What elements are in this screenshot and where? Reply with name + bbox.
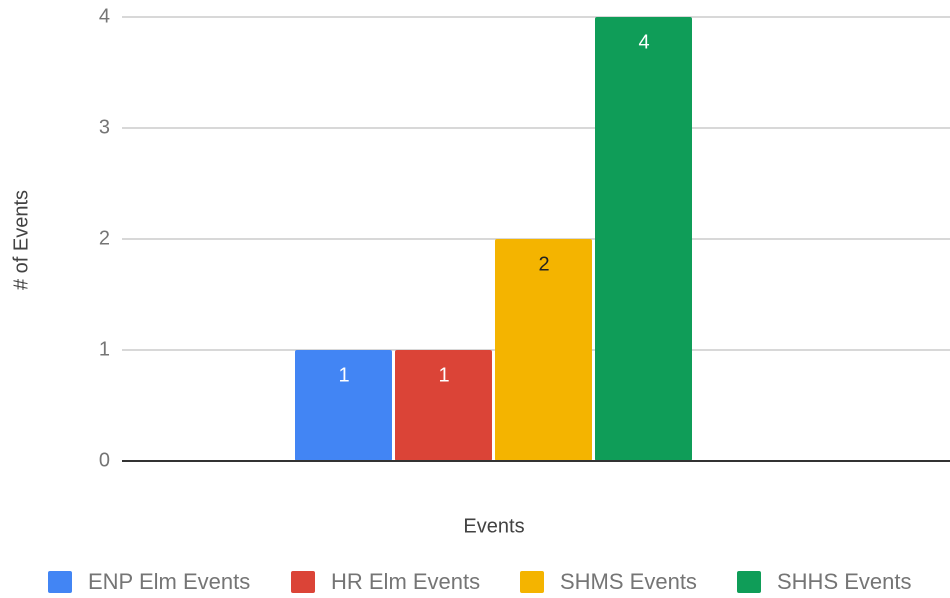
legend-swatch [520, 571, 544, 593]
bar [395, 350, 492, 461]
bar [295, 350, 392, 461]
y-axis-label: # of Events [10, 190, 32, 290]
legend-label: ENP Elm Events [88, 569, 250, 594]
legend-label: SHMS Events [560, 569, 697, 594]
data-label: 1 [438, 364, 449, 386]
y-tick-label: 2 [99, 227, 110, 249]
y-tick-label: 1 [99, 338, 110, 360]
bar [595, 17, 692, 461]
data-label: 2 [538, 253, 549, 275]
y-tick-label: 3 [99, 116, 110, 138]
data-label: 1 [338, 364, 349, 386]
legend-label: HR Elm Events [331, 569, 480, 594]
legend-swatch [737, 571, 761, 593]
legend-label: SHHS Events [777, 569, 912, 594]
data-label: 4 [638, 31, 649, 53]
y-tick-label: 0 [99, 449, 110, 471]
legend-swatch [48, 571, 72, 593]
legend-swatch [291, 571, 315, 593]
x-tick-label: Events [463, 515, 524, 537]
bar [495, 239, 592, 461]
y-tick-label: 4 [99, 5, 110, 27]
